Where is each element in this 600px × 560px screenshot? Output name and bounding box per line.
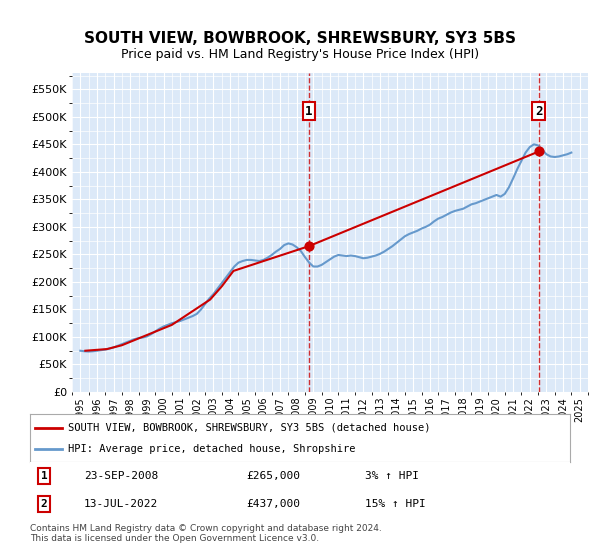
Text: £437,000: £437,000 (246, 499, 300, 509)
Text: 13-JUL-2022: 13-JUL-2022 (84, 499, 158, 509)
Text: SOUTH VIEW, BOWBROOK, SHREWSBURY, SY3 5BS (detached house): SOUTH VIEW, BOWBROOK, SHREWSBURY, SY3 5B… (68, 423, 430, 433)
Text: 15% ↑ HPI: 15% ↑ HPI (365, 499, 425, 509)
Text: HPI: Average price, detached house, Shropshire: HPI: Average price, detached house, Shro… (68, 444, 355, 454)
Text: Contains HM Land Registry data © Crown copyright and database right 2024.
This d: Contains HM Land Registry data © Crown c… (30, 524, 382, 543)
Text: 1: 1 (41, 471, 47, 481)
Text: 2: 2 (535, 105, 542, 118)
Text: Price paid vs. HM Land Registry's House Price Index (HPI): Price paid vs. HM Land Registry's House … (121, 48, 479, 60)
Point (304, 242, 314, 251)
Text: 2: 2 (41, 499, 47, 509)
Text: 3% ↑ HPI: 3% ↑ HPI (365, 471, 419, 481)
Text: 1: 1 (305, 105, 313, 118)
Text: £265,000: £265,000 (246, 471, 300, 481)
Text: SOUTH VIEW, BOWBROOK, SHREWSBURY, SY3 5BS: SOUTH VIEW, BOWBROOK, SHREWSBURY, SY3 5B… (84, 31, 516, 46)
Point (534, 147, 544, 156)
Text: 23-SEP-2008: 23-SEP-2008 (84, 471, 158, 481)
